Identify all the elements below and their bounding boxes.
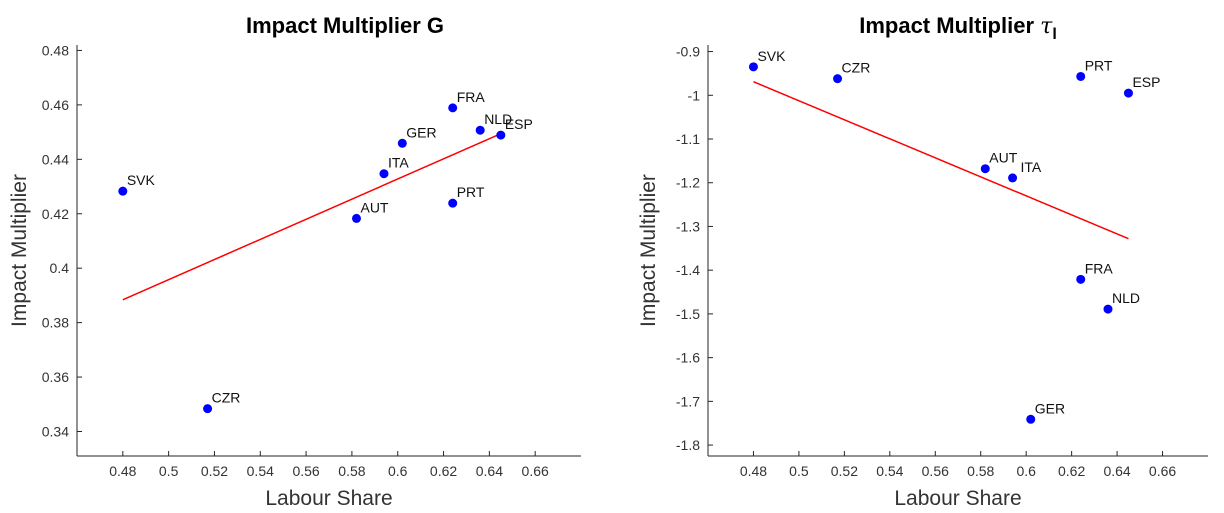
point-label-aut: AUT [989,150,1017,166]
x-tick-label: 0.5 [789,463,809,479]
point-label-prt: PRT [1085,57,1113,73]
x-tick-label: 0.58 [967,463,994,479]
x-tick-label: 0.58 [338,463,365,479]
data-point-esp [1123,88,1133,98]
point-label-aut: AUT [360,199,388,215]
y-tick-label: -1.2 [676,175,700,191]
x-tick-label: 0.66 [522,463,549,479]
y-tick-label: -1.3 [676,218,700,234]
point-label-ita: ITA [1021,159,1042,175]
y-tick-label: -1.8 [676,437,700,453]
chart-title: Impact Multiplier G [246,13,444,38]
y-tick-label: 0.48 [42,42,69,58]
data-point-czr [833,74,843,84]
point-label-czr: CZR [842,60,871,76]
data-point-svk [748,62,758,72]
x-tick-label: 0.48 [740,463,767,479]
x-tick-label: 0.54 [247,463,274,479]
y-tick-label: 0.4 [50,260,70,276]
y-tick-label: -1.4 [676,262,700,278]
data-point-prt [448,198,458,208]
y-tick-label: 0.36 [42,369,69,385]
data-point-esp [496,130,506,140]
point-label-ger: GER [1035,400,1065,416]
y-tick-label: -1.7 [676,393,700,409]
x-tick-label: 0.48 [109,463,136,479]
point-label-fra: FRA [1085,260,1114,276]
point-label-nld: NLD [484,111,512,127]
point-label-svk: SVK [127,172,156,188]
y-tick-label: 0.44 [42,151,69,167]
x-tick-label: 0.62 [1058,463,1085,479]
x-tick-label: 0.54 [876,463,903,479]
data-point-fra [1076,274,1086,284]
fit-line [753,81,1129,240]
data-point-aut [351,213,361,223]
data-point-fra [448,103,458,113]
x-tick-label: 0.6 [1016,463,1036,479]
y-axis-label: Impact Multiplier [8,174,31,327]
x-tick-label: 0.56 [292,463,319,479]
y-tick-label: 0.34 [42,424,69,440]
data-point-aut [980,164,990,174]
chart-title-text: Impact Multiplier G [246,13,444,38]
y-tick-label: 0.46 [42,97,69,113]
x-tick-label: 0.5 [159,463,179,479]
point-label-ita: ITA [388,155,409,171]
x-tick-label: 0.64 [1103,463,1130,479]
y-tick-label: -1.1 [676,131,700,147]
data-point-ita [379,169,389,179]
point-label-prt: PRT [457,184,485,200]
data-point-czr [203,404,213,414]
chart-title-text: Impact Multiplier [859,13,1040,38]
point-label-svk: SVK [757,48,786,64]
x-tick-label: 0.6 [388,463,408,479]
x-axis-label: Labour Share [265,487,392,510]
fit-line [122,133,502,301]
data-point-prt [1076,71,1086,81]
x-tick-label: 0.52 [831,463,858,479]
point-label-czr: CZR [212,390,241,406]
x-tick-label: 0.62 [430,463,457,479]
data-point-nld [475,125,485,135]
x-tick-label: 0.64 [476,463,503,479]
data-point-nld [1103,304,1113,314]
chart-title-symbol: τ [1040,14,1053,39]
data-point-ger [397,138,407,148]
point-label-esp: ESP [505,116,533,132]
y-tick-label: -1.5 [676,306,700,322]
point-label-fra: FRA [457,89,486,105]
y-axis-label: Impact Multiplier [637,174,660,327]
chart-title-subscript: l [1052,26,1056,43]
y-tick-label: 0.38 [42,315,69,331]
x-tick-label: 0.66 [1149,463,1176,479]
point-label-esp: ESP [1132,74,1160,90]
point-label-ger: GER [406,124,436,140]
y-tick-label: -0.9 [676,44,700,60]
point-label-nld: NLD [1112,290,1140,306]
x-tick-label: 0.52 [201,463,228,479]
y-tick-label: -1 [688,87,701,103]
x-tick-label: 0.56 [922,463,949,479]
chart-panel-1: 0.48 0.5 0.52 0.54 0.56 0.58 0.6 0.62 0.64 0.66 0.… [8,13,581,510]
chart-panel-2: 0.48 0.5 0.52 0.54 0.56 0.58 0.6 0.62 0.64 0.66 -1… [637,13,1208,510]
chart-title: Impact Multiplier τl [859,13,1057,43]
x-axis-label: Labour Share [894,487,1021,510]
data-point-ger [1026,414,1036,424]
y-tick-label: -1.6 [676,350,700,366]
data-point-svk [118,186,128,196]
data-point-ita [1008,173,1018,183]
y-tick-label: 0.42 [42,206,69,222]
